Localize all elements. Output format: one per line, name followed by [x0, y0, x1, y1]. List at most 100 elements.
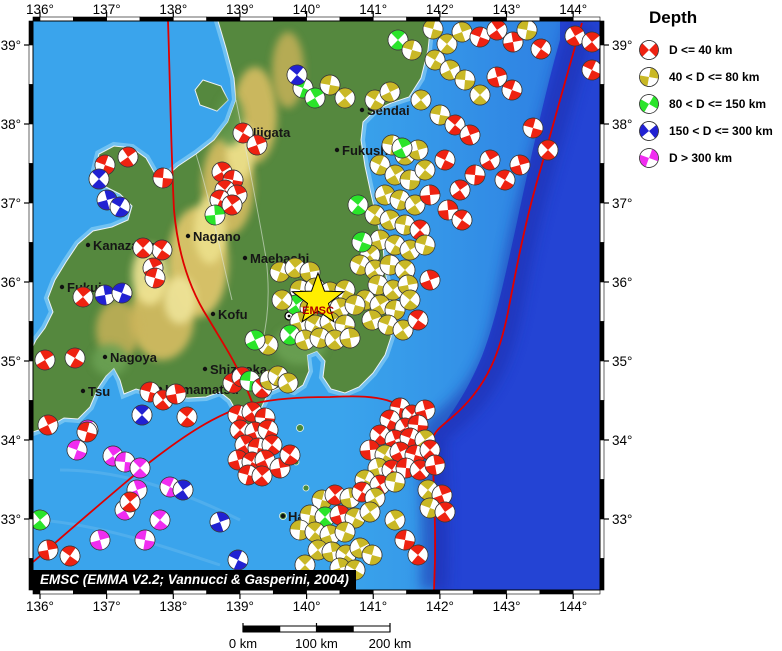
beachball: [339, 327, 361, 349]
beachball: [639, 66, 659, 87]
beachball: [204, 204, 226, 226]
beachball: [486, 21, 508, 41]
beachball: [251, 465, 273, 487]
city-dot: [80, 388, 86, 394]
emsc-star-label: EMSC: [302, 305, 334, 317]
beachball: [410, 89, 432, 111]
lon-label-bottom: 139°: [226, 599, 254, 614]
beachball: [459, 124, 481, 146]
scale-bar-label: 200 km: [369, 636, 412, 651]
beachball: [334, 87, 356, 109]
beachball: [33, 509, 51, 531]
city-label: Tsu: [88, 384, 110, 399]
beachball: [449, 179, 471, 201]
beachball: [132, 237, 154, 259]
beachball: [434, 501, 456, 523]
beachball: [502, 31, 524, 53]
beachball: [399, 169, 421, 191]
city-dot: [359, 107, 365, 113]
lon-label-bottom: 137°: [93, 599, 121, 614]
beachball: [384, 471, 406, 493]
beachball: [76, 421, 98, 443]
lon-label-bottom: 140°: [293, 599, 321, 614]
lat-label-right: 35°: [612, 354, 632, 369]
beachball: [537, 139, 559, 161]
beachball: [564, 25, 586, 47]
beachball: [271, 289, 293, 311]
lon-label-top: 144°: [559, 2, 587, 17]
beachball: [424, 454, 446, 476]
map-caption: EMSC (EMMA V2.2; Vannucci & Gasperini, 2…: [33, 570, 356, 590]
city-dot: [334, 147, 340, 153]
beachball: [319, 74, 341, 96]
beachball: [419, 269, 441, 291]
beachball: [581, 31, 600, 53]
beachball: [639, 120, 659, 141]
legend-beachball-icon: [639, 93, 659, 114]
beachball: [501, 79, 523, 101]
izu-island: [302, 484, 310, 492]
beachball: [172, 479, 194, 501]
beachball: [109, 196, 131, 218]
beachball: [451, 21, 473, 43]
beachball: [639, 39, 659, 60]
beachball: [639, 93, 659, 114]
lon-label-top: 136°: [26, 2, 54, 17]
lon-label-top: 140°: [293, 2, 321, 17]
beachball: [361, 544, 383, 566]
beachball: [66, 439, 88, 461]
beachball: [34, 349, 56, 371]
beachball: [639, 147, 659, 168]
beachball: [72, 286, 94, 308]
beachball: [286, 64, 308, 86]
beachball: [516, 21, 538, 41]
beachball: [394, 529, 416, 551]
beachball: [209, 511, 231, 533]
beachball: [392, 319, 414, 341]
lat-label-right: 34°: [612, 433, 632, 448]
legend-beachball-icon: [639, 120, 659, 141]
lon-label-bottom: 144°: [559, 599, 587, 614]
map-frame: 136° 136° 137° 137° 138° 138° 139° 139° 140° 140°…: [1, 2, 633, 614]
beachball: [359, 501, 381, 523]
lat-label-left: 38°: [1, 117, 21, 132]
izu-island: [296, 424, 304, 432]
city-dot: [185, 233, 191, 239]
beachball: [309, 327, 331, 349]
beachball: [419, 184, 441, 206]
beachball: [407, 309, 429, 331]
tokyo-marker-dot: [287, 314, 291, 318]
scale-bar-label: 100 km: [295, 636, 338, 651]
legend-beachball-icon: [639, 147, 659, 168]
beachball: [379, 81, 401, 103]
river-line: [235, 99, 269, 345]
legend-item-label: 150 < D <= 300 km: [669, 123, 773, 138]
legend-item: 40 < D <= 80 km: [629, 63, 782, 90]
beachball: [414, 234, 436, 256]
city-dot: [210, 311, 216, 317]
legend-item-label: D <= 40 km: [669, 42, 733, 57]
beachball: [469, 26, 491, 48]
city-dot: [59, 284, 65, 290]
beachball: [165, 383, 187, 405]
lat-label-left: 34°: [1, 433, 21, 448]
lon-label-top: 142°: [426, 2, 454, 17]
lat-label-left: 37°: [1, 196, 21, 211]
beachball: [246, 134, 268, 156]
beachball: [407, 544, 429, 566]
lon-label-top: 137°: [93, 2, 121, 17]
city-label: Kofu: [218, 307, 248, 322]
beachball: [111, 282, 133, 304]
beachball: [361, 309, 383, 331]
city-dot: [102, 354, 108, 360]
legend-items: D <= 40 km 40 < D <= 80 km 80 < D <= 150 k…: [629, 36, 782, 171]
lon-label-top: 141°: [359, 2, 387, 17]
lat-label-left: 39°: [1, 38, 21, 53]
beachball: [379, 409, 401, 431]
lon-label-bottom: 143°: [493, 599, 521, 614]
beachball: [88, 168, 110, 190]
legend-beachball-icon: [639, 66, 659, 87]
beachball: [434, 149, 456, 171]
lat-label-left: 36°: [1, 275, 21, 290]
